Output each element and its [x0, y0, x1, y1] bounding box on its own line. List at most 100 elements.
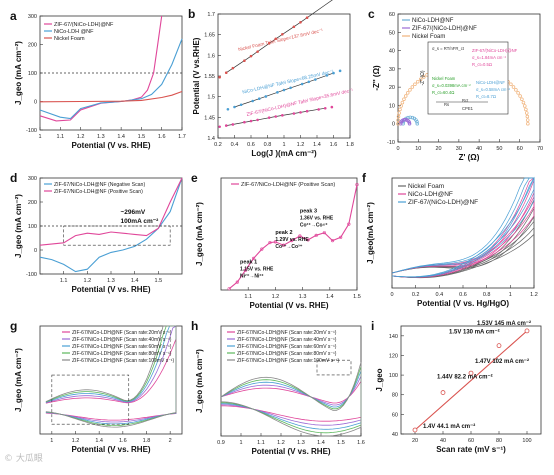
data-point	[292, 25, 296, 29]
data-point	[243, 268, 248, 272]
y-tick-label: 40	[392, 432, 398, 438]
data-point	[276, 91, 279, 94]
series-label: Nickel Foam Tafel Slope=137.6mV dec⁻¹	[238, 28, 324, 53]
y-tick-label: 100	[389, 373, 398, 379]
legend-label: ZIF-67/NiCo-LDH@NF (Scan rate:60mV s⁻¹)	[72, 344, 172, 350]
y-tick-label: 1.6	[207, 53, 215, 59]
x-axis-label: Potential (V vs. RHE)	[71, 141, 150, 150]
plot-frame	[217, 13, 351, 139]
data-point	[274, 37, 278, 41]
y-axis-label: J_geo(mA cm⁻²)	[366, 202, 375, 264]
x-tick-label: 1	[38, 134, 41, 140]
data-point	[267, 116, 271, 119]
y-tick-label: 200	[28, 43, 37, 49]
inset-note: σ_s=0.0398mA cm⁻²	[432, 83, 471, 88]
data-point	[524, 111, 529, 115]
data-label: 1.5V 130 mA cm⁻²	[449, 329, 500, 336]
peak-note: Ni²⁺→Ni³⁺	[240, 274, 264, 280]
x-tick-label: 1.3	[107, 278, 115, 284]
y-axis-label: J_geo (mA cm⁻²)	[14, 194, 23, 258]
zoom-box	[316, 359, 352, 376]
data-point	[305, 109, 309, 113]
data-point	[332, 71, 335, 75]
data-point	[243, 120, 246, 124]
panel-label: a	[10, 9, 17, 23]
y-tick-label: 120	[389, 353, 398, 359]
inset-note: R_ct=60.4Ω	[432, 90, 454, 95]
x-tick-label: 1.1	[56, 134, 64, 140]
data-point	[415, 121, 420, 126]
data-point	[299, 111, 302, 114]
x-tick-label: 1.5	[353, 294, 361, 300]
data-point	[396, 114, 401, 119]
panel-d: d 1.1 1.2 1.3 1.4 1.5 -100 0 100 200 300 Potential …	[10, 171, 183, 294]
x-tick-label: 1.2	[77, 134, 85, 140]
data-point	[252, 256, 256, 260]
data-point	[496, 343, 502, 349]
data-point	[516, 91, 520, 95]
data-point	[397, 111, 401, 115]
data-point	[317, 108, 320, 111]
cv-loop	[45, 325, 177, 428]
data-point	[239, 103, 243, 107]
x-axis-label: Potential (V vs. RHE)	[71, 285, 150, 294]
data-point	[422, 75, 426, 79]
x-tick-label: 1.3	[297, 440, 305, 446]
legend-label: NiCo-LDH@NF	[408, 191, 453, 198]
plot-frame	[39, 325, 183, 435]
data-point	[282, 88, 286, 92]
x-tick-label: 1	[239, 440, 242, 446]
x-tick-label: 0.6	[247, 142, 255, 148]
x-tick-label: 1	[282, 142, 285, 148]
y-tick-label: 1.7	[207, 12, 215, 18]
y-tick-label: 60	[389, 12, 395, 18]
inset-note: NiCo-LDH@NF	[476, 80, 505, 85]
x-tick-label: 1.6	[330, 142, 338, 148]
x-tick-label: 0.9	[217, 440, 225, 446]
data-label: 1.4V 44.1 mA cm⁻²	[423, 423, 475, 430]
legend-label: ZIF-67/NiCo-LDH@NF (Scan rate:40mV s⁻¹)	[72, 337, 172, 343]
data-point	[410, 115, 415, 120]
x-tick-label: 1.1	[60, 278, 68, 284]
data-point	[396, 121, 400, 126]
panel-g: g 1 1.2 1.4 1.6 1.8 2 Potential (V vs. RHE) J_ge…	[10, 319, 183, 454]
x-tick-label: 1.4	[131, 278, 139, 284]
x-tick-label: 1	[509, 292, 512, 298]
x-axis-label: Scan rate (mV s⁻¹)	[436, 445, 506, 454]
panel-f: f 0 0.2 0.4 0.6 0.8 1 1.2 Potential (V vs. Hg/Hg…	[362, 171, 538, 308]
x-tick-label: 1.2	[277, 440, 285, 446]
data-point	[413, 82, 417, 87]
data-point	[440, 390, 446, 395]
legend-label: ZIF-67/NiCo-LDH@NF (Scan rate:60mV s⁻¹)	[237, 344, 337, 350]
x-tick-label: 1.2	[272, 294, 280, 300]
x-tick-label: 30	[456, 146, 462, 152]
annotation: ~296mV	[120, 209, 145, 216]
x-tick-label: 1.4	[317, 440, 325, 446]
y-tick-label: 40	[389, 49, 395, 55]
x-axis-label: Potential (V vs. RHE)	[71, 445, 150, 454]
peak-note: 1.15V vs. RHE	[240, 267, 274, 273]
x-tick-label: 1.3	[299, 294, 307, 300]
data-point	[249, 119, 253, 123]
x-tick-label: 0.2	[214, 142, 222, 148]
x-tick-label: 1.2	[297, 142, 305, 148]
data-point	[299, 20, 302, 24]
cv-loop	[391, 177, 535, 278]
x-tick-label: 1.2	[72, 438, 80, 444]
legend-label: Nickel Foam	[408, 183, 444, 190]
x-tick-label: 40	[440, 438, 446, 444]
y-tick-label: 0	[392, 122, 395, 128]
y-tick-label: 20	[389, 85, 395, 91]
data-point	[525, 114, 530, 119]
data-point	[267, 42, 271, 45]
data-point	[224, 71, 228, 74]
data-point	[218, 75, 221, 79]
cv-loop	[391, 177, 535, 278]
y-tick-label: 300	[28, 176, 37, 182]
y-tick-label: 100	[28, 71, 37, 77]
data-point	[520, 97, 524, 102]
data-point	[400, 100, 405, 105]
legend-label: ZIF-67/NiCo-LDH@NF (Scan rate:80mV s⁻¹)	[237, 351, 337, 357]
